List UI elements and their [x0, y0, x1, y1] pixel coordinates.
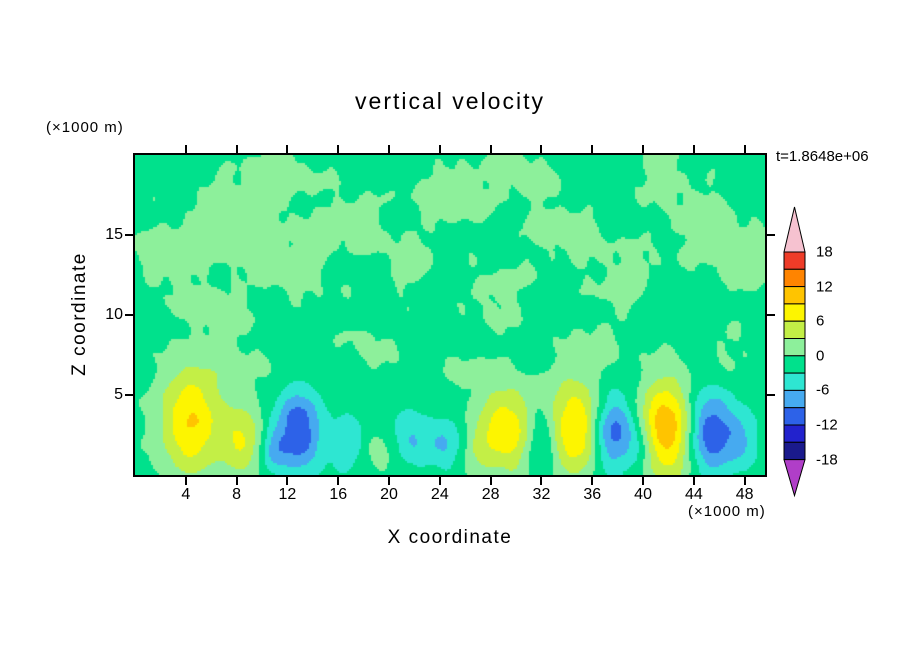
x-tick-label: 20	[380, 486, 398, 503]
z-axis-title: Z coordinate	[69, 252, 90, 376]
z-tick-mark	[125, 394, 133, 396]
x-tick-label: 28	[481, 486, 500, 503]
contour-field-canvas	[135, 155, 765, 475]
z-tick-mark-right	[767, 314, 775, 316]
x-tick-mark	[692, 477, 695, 485]
x-tick-mark-top	[540, 145, 543, 153]
plot-title: vertical velocity	[355, 88, 545, 114]
x-tick-label: 4	[181, 486, 191, 503]
colorbar: 18 12 6 0 -6 -12 -18	[783, 206, 863, 506]
colorbar-label: -18	[816, 451, 838, 469]
x-tick-mark	[438, 477, 441, 485]
x-tick-mark-top	[489, 145, 492, 153]
x-tick-mark-top	[743, 145, 746, 153]
x-tick-label: 48	[735, 486, 754, 503]
colorbar-label: -12	[816, 416, 838, 434]
x-tick-mark-top	[692, 145, 695, 153]
z-tick-mark-right	[767, 234, 775, 236]
z-tick-mark-right	[767, 394, 775, 396]
x-tick-mark	[540, 477, 543, 485]
x-tick-mark-top	[235, 145, 238, 153]
x-tick-mark	[184, 477, 187, 485]
x-axis-title: X coordinate	[387, 527, 513, 548]
x-tick-mark-top	[286, 145, 289, 153]
x-tick-label: 44	[684, 486, 703, 503]
x-tick-label: 32	[532, 486, 551, 503]
x-tick-label: 16	[329, 486, 348, 503]
x-tick-mark	[743, 477, 746, 485]
x-tick-mark	[286, 477, 289, 485]
colorbar-label: -6	[816, 381, 830, 399]
colorbar-label: 18	[816, 243, 833, 261]
x-tick-label: 36	[583, 486, 602, 503]
x-tick-label: 40	[634, 486, 652, 503]
x-tick-mark	[235, 477, 238, 485]
x-tick-mark	[591, 477, 594, 485]
z-tick-label: 15	[105, 226, 123, 243]
x-tick-mark-top	[337, 145, 340, 153]
colorbar-label: 0	[816, 347, 825, 365]
x-tick-label: 24	[430, 486, 449, 503]
x-tick-mark-top	[184, 145, 187, 153]
plot-frame	[133, 153, 767, 477]
time-label: t=1.8648e+06	[776, 148, 869, 165]
x-tick-mark-top	[388, 145, 391, 153]
colorbar-gradient	[783, 206, 806, 498]
x-tick-mark	[642, 477, 645, 485]
x-tick-mark	[388, 477, 391, 485]
x-tick-mark-top	[438, 145, 441, 153]
x-tick-label: 12	[278, 486, 297, 503]
x-tick-mark	[489, 477, 492, 485]
z-axis-unit-label: (×1000 m)	[46, 119, 124, 136]
colorbar-label: 12	[816, 278, 833, 296]
x-tick-mark	[337, 477, 340, 485]
z-tick-mark	[125, 234, 133, 236]
x-tick-label: 8	[232, 486, 242, 503]
z-tick-mark	[125, 314, 133, 316]
colorbar-label: 6	[816, 312, 825, 330]
x-tick-mark-top	[642, 145, 645, 153]
z-tick-label: 5	[114, 386, 123, 403]
x-tick-mark-top	[591, 145, 594, 153]
x-axis-unit-label: (×1000 m)	[688, 503, 766, 520]
